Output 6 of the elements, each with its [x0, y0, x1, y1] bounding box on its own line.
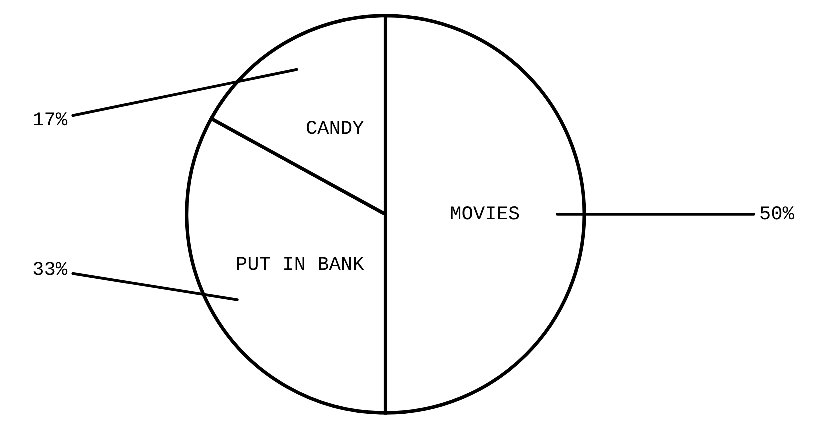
slice-label: MOVIES — [451, 206, 520, 220]
data-label: 17% — [34, 112, 68, 126]
slice-label: CANDY — [306, 121, 364, 134]
data-label: 50% — [760, 206, 794, 220]
slice-label: PUT IN BANK — [237, 257, 364, 270]
data-label: 33% — [34, 262, 68, 276]
